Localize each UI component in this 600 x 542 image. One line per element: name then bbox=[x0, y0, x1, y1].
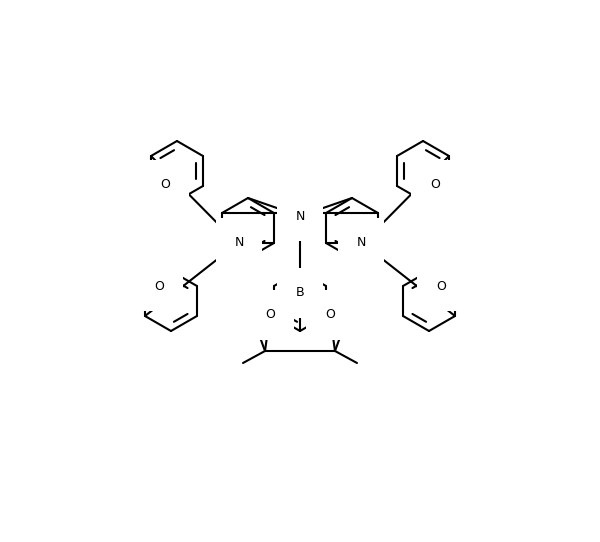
Text: N: N bbox=[234, 236, 244, 249]
Text: O: O bbox=[325, 308, 335, 321]
Text: O: O bbox=[265, 308, 275, 321]
Text: O: O bbox=[160, 178, 170, 191]
Text: O: O bbox=[154, 280, 164, 293]
Text: N: N bbox=[356, 236, 366, 249]
Text: O: O bbox=[436, 280, 446, 293]
Text: O: O bbox=[430, 178, 440, 191]
Text: B: B bbox=[296, 287, 304, 300]
Text: N: N bbox=[295, 210, 305, 223]
